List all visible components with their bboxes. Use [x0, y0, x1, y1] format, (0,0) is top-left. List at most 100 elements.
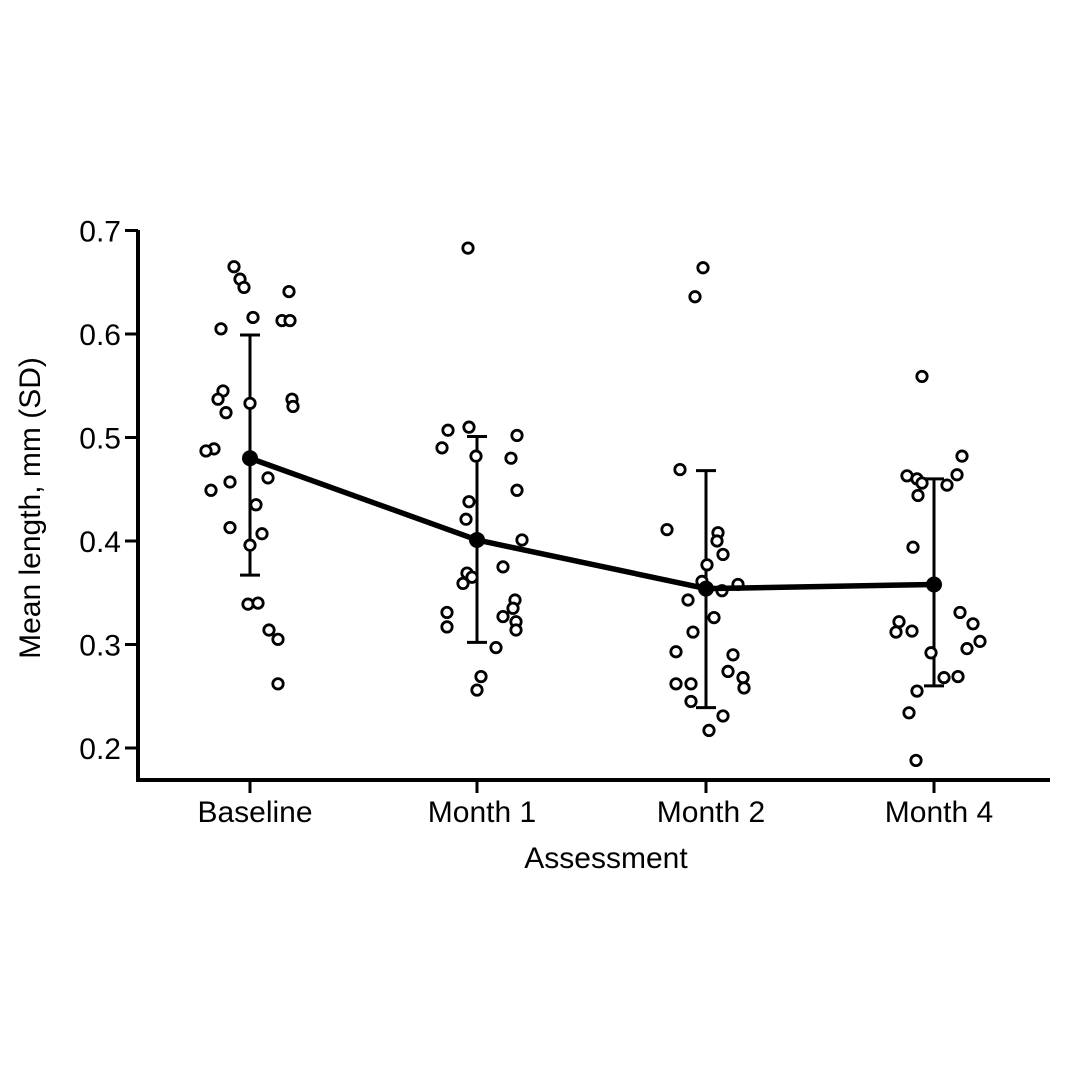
data-point — [905, 624, 919, 638]
data-point — [673, 462, 687, 477]
data-point — [462, 495, 476, 509]
data-point — [892, 615, 906, 629]
data-point — [906, 540, 920, 554]
y-tick-label: 0.7 — [79, 216, 121, 249]
data-point — [506, 601, 520, 615]
data-point — [696, 261, 710, 275]
x-tick-label: Month 2 — [657, 796, 765, 829]
data-point — [441, 423, 455, 437]
data-point — [681, 593, 695, 607]
data-point — [496, 560, 510, 574]
data-point — [688, 290, 702, 304]
data-point — [489, 641, 503, 655]
data-point — [902, 706, 916, 720]
data-point — [199, 444, 213, 458]
data-point — [924, 646, 938, 660]
data-point — [204, 483, 218, 497]
data-point — [474, 669, 488, 684]
y-axis-title: Mean length, mm (SD) — [14, 357, 47, 659]
data-point — [509, 623, 523, 637]
data-point — [669, 645, 683, 659]
data-point — [955, 449, 969, 463]
data-point — [951, 669, 965, 684]
x-axis-title: Assessment — [524, 842, 688, 875]
y-tick-label: 0.2 — [79, 733, 121, 766]
data-point — [214, 322, 228, 336]
mean-marker — [926, 576, 942, 593]
data-point — [915, 369, 929, 384]
data-point — [700, 558, 714, 572]
data-point — [966, 617, 980, 631]
x-tick-label: Month 4 — [885, 796, 993, 829]
data-point — [510, 483, 524, 497]
data-point — [973, 634, 987, 648]
y-tick-label: 0.6 — [79, 319, 121, 352]
mean-trend-line — [247, 455, 937, 592]
data-point — [470, 683, 484, 697]
data-point — [262, 623, 276, 637]
chart-generated-layer: 0.2 0.3 0.4 0.5 0.6 0.7 Baseline Month 1 Month 2… — [79, 216, 1050, 829]
data-point — [462, 420, 476, 434]
data-point — [510, 428, 524, 443]
data-point — [889, 625, 903, 639]
data-point — [911, 488, 925, 503]
data-point — [282, 284, 296, 299]
data-point — [953, 605, 967, 620]
data-point — [211, 392, 225, 406]
data-point — [469, 449, 483, 463]
data-point — [915, 476, 929, 490]
data-point — [669, 677, 683, 691]
data-point — [227, 260, 241, 274]
data-point — [435, 441, 449, 455]
data-point — [286, 399, 300, 414]
data-point — [686, 625, 700, 639]
data-point — [246, 310, 260, 325]
data-point — [950, 468, 964, 482]
mean-marker — [469, 531, 485, 548]
data-point — [271, 632, 285, 646]
data-point — [937, 671, 951, 685]
data-point — [459, 512, 473, 526]
data-point — [716, 547, 730, 562]
data-point — [237, 280, 251, 295]
data-point — [910, 684, 924, 698]
data-point — [261, 471, 275, 485]
y-tick-label: 0.3 — [79, 630, 121, 663]
data-point — [223, 520, 237, 535]
data-point — [496, 609, 510, 624]
data-point — [721, 664, 735, 679]
data-point — [737, 681, 751, 695]
data-point — [684, 694, 698, 709]
data-point — [243, 396, 257, 410]
data-point — [702, 723, 716, 738]
data-point — [249, 498, 263, 512]
data-point — [726, 648, 740, 662]
data-point — [440, 605, 454, 620]
y-tick-label: 0.5 — [79, 423, 121, 456]
y-tick-label: 0.4 — [79, 526, 121, 559]
data-point — [707, 610, 721, 625]
data-point — [684, 677, 698, 691]
data-point — [223, 475, 237, 489]
data-point — [940, 478, 954, 492]
mean-marker — [698, 580, 714, 597]
data-point — [219, 406, 233, 420]
data-point — [909, 753, 923, 768]
data-point — [736, 671, 750, 685]
x-tick-label: Month 1 — [428, 796, 536, 829]
data-point — [456, 576, 470, 591]
data-point — [461, 241, 475, 255]
data-point — [716, 709, 730, 723]
data-point — [710, 534, 724, 548]
data-point — [243, 538, 257, 552]
data-point — [465, 570, 479, 584]
data-point — [960, 642, 974, 656]
data-point — [440, 620, 454, 634]
data-point — [255, 527, 269, 541]
data-point — [251, 596, 265, 610]
data-point — [515, 533, 529, 547]
x-tick-label: Baseline — [197, 796, 312, 829]
data-point — [504, 451, 518, 465]
